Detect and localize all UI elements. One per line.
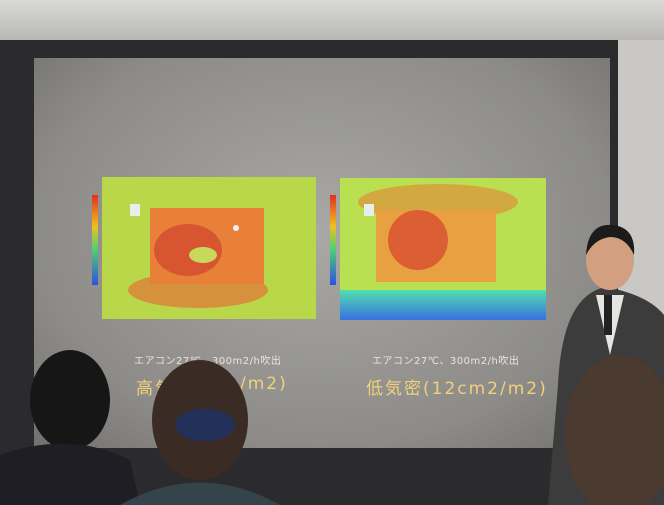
head [30,350,110,450]
right-title: 低気密(12cm2/m2) [366,379,548,399]
cool-region [189,247,217,263]
left-title-end: /m2) [240,374,288,394]
color-scale [92,195,98,285]
ac-unit [364,204,374,216]
head [565,355,664,505]
wall-right [618,40,664,340]
hair-scrunchie [175,409,235,441]
face [586,230,634,290]
heatmap-left [92,177,316,319]
heat-region [388,210,448,270]
heat-region [154,224,222,276]
heatmap-right [330,178,546,320]
ceiling [0,0,664,40]
right-caption: エアコン27℃、300m2/h吹出 [372,356,520,367]
shoulders [120,482,280,505]
floor-region [340,290,546,320]
ac-unit [130,204,140,216]
hair [586,224,635,255]
microphone [604,295,612,335]
audience [0,350,664,505]
shoulders [0,443,140,505]
color-scale [330,195,336,285]
marker [233,225,239,231]
